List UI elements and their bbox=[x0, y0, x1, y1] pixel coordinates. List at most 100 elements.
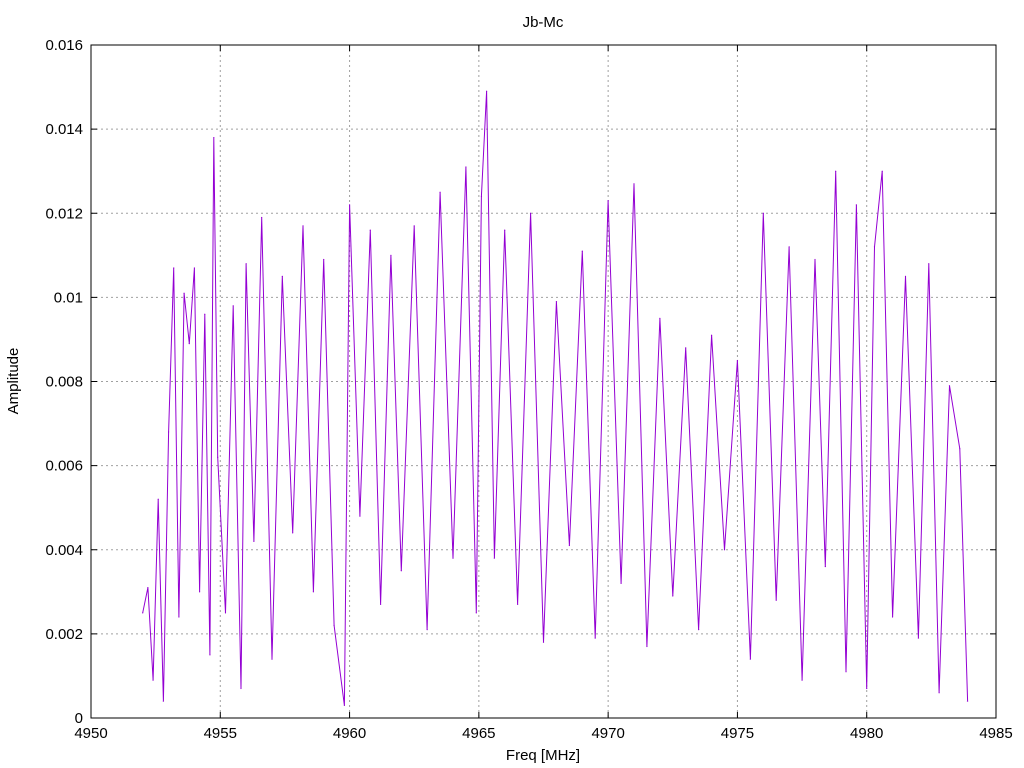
data-point bbox=[369, 229, 371, 231]
data-point bbox=[788, 246, 790, 248]
data-point bbox=[359, 515, 361, 517]
data-point bbox=[736, 359, 739, 362]
data-point bbox=[698, 629, 700, 631]
x-tick-label: 4980 bbox=[850, 725, 883, 742]
data-point bbox=[253, 540, 255, 542]
axis-ticks bbox=[90, 44, 997, 719]
data-point bbox=[152, 679, 154, 681]
data-point bbox=[271, 658, 273, 660]
data-point bbox=[659, 317, 661, 320]
data-point bbox=[380, 603, 382, 606]
data-point bbox=[594, 637, 596, 639]
data-point bbox=[224, 612, 227, 614]
data-point bbox=[891, 616, 894, 618]
x-tick-label: 4960 bbox=[333, 725, 366, 742]
data-point bbox=[801, 679, 803, 681]
data-point bbox=[475, 612, 477, 614]
data-point bbox=[173, 267, 175, 269]
y-tick-label: 0 bbox=[75, 710, 83, 727]
data-point bbox=[213, 136, 215, 139]
data-point bbox=[966, 700, 969, 702]
data-point bbox=[400, 570, 402, 572]
data-point bbox=[928, 263, 930, 265]
data-point bbox=[465, 166, 467, 168]
data-point bbox=[183, 292, 185, 294]
data-point bbox=[646, 645, 648, 648]
data-point bbox=[835, 170, 837, 172]
data-point bbox=[814, 258, 816, 261]
data-point bbox=[245, 263, 247, 265]
data-point bbox=[486, 90, 488, 92]
data-point bbox=[881, 170, 883, 172]
data-point bbox=[199, 591, 201, 593]
data-point bbox=[157, 498, 159, 500]
data-point bbox=[948, 385, 951, 387]
series-layer bbox=[142, 90, 969, 706]
data-point bbox=[672, 595, 674, 597]
data-point bbox=[193, 267, 196, 269]
data-point bbox=[607, 200, 609, 202]
x-axis-label: Freq [MHz] bbox=[506, 747, 580, 764]
data-point bbox=[312, 591, 314, 593]
data-point bbox=[581, 250, 583, 252]
data-point bbox=[204, 313, 206, 315]
data-point bbox=[348, 204, 351, 206]
x-tick-label: 4975 bbox=[721, 725, 754, 742]
data-point bbox=[685, 347, 687, 349]
x-tick-label: 4950 bbox=[74, 725, 107, 742]
data-point bbox=[452, 557, 454, 559]
data-point bbox=[333, 624, 335, 627]
y-tick-label: 0.012 bbox=[45, 205, 83, 222]
data-point bbox=[855, 204, 857, 206]
data-point bbox=[281, 275, 283, 277]
x-tick-label: 4965 bbox=[462, 725, 495, 742]
data-point bbox=[439, 191, 441, 193]
data-point bbox=[529, 212, 532, 214]
data-point bbox=[873, 246, 876, 248]
data-point bbox=[555, 300, 558, 303]
y-tick-label: 0.002 bbox=[45, 626, 83, 643]
data-point bbox=[323, 258, 325, 261]
data-point bbox=[749, 658, 751, 660]
data-point bbox=[723, 549, 726, 551]
chart-title: Jb-Mc bbox=[523, 14, 564, 31]
y-tick-label: 0.004 bbox=[45, 542, 83, 559]
data-point bbox=[390, 254, 392, 256]
data-point bbox=[710, 334, 713, 336]
data-point bbox=[302, 225, 304, 227]
y-tick-label: 0.008 bbox=[45, 374, 83, 391]
data-point bbox=[292, 532, 294, 534]
data-point bbox=[343, 704, 345, 706]
data-point bbox=[178, 616, 180, 618]
data-point bbox=[568, 544, 570, 547]
data-point bbox=[633, 183, 635, 185]
data-point bbox=[167, 431, 170, 433]
data-point bbox=[824, 565, 826, 568]
data-point bbox=[493, 557, 495, 559]
data-point bbox=[775, 599, 777, 601]
data-point bbox=[232, 305, 234, 307]
data-point bbox=[866, 687, 868, 690]
y-tick-label: 0.01 bbox=[54, 289, 83, 306]
data-point bbox=[938, 692, 940, 694]
data-point bbox=[917, 637, 920, 639]
data-point bbox=[542, 641, 545, 643]
y-tick-label: 0.016 bbox=[45, 37, 83, 54]
data-point bbox=[620, 582, 622, 585]
data-point bbox=[517, 603, 519, 606]
data-point bbox=[959, 448, 961, 450]
y-tick-label: 0.006 bbox=[45, 458, 83, 475]
y-tick-label: 0.014 bbox=[45, 121, 83, 138]
data-point bbox=[480, 195, 483, 198]
data-point bbox=[413, 225, 415, 227]
data-point bbox=[209, 654, 211, 656]
x-tick-label: 4955 bbox=[204, 725, 237, 742]
data-point bbox=[147, 587, 149, 589]
x-tick-label: 4985 bbox=[979, 725, 1012, 742]
series-line bbox=[142, 91, 969, 706]
data-point bbox=[217, 456, 219, 458]
data-point bbox=[426, 629, 428, 631]
data-point bbox=[261, 216, 263, 219]
y-axis-label: Amplitude bbox=[5, 348, 22, 415]
